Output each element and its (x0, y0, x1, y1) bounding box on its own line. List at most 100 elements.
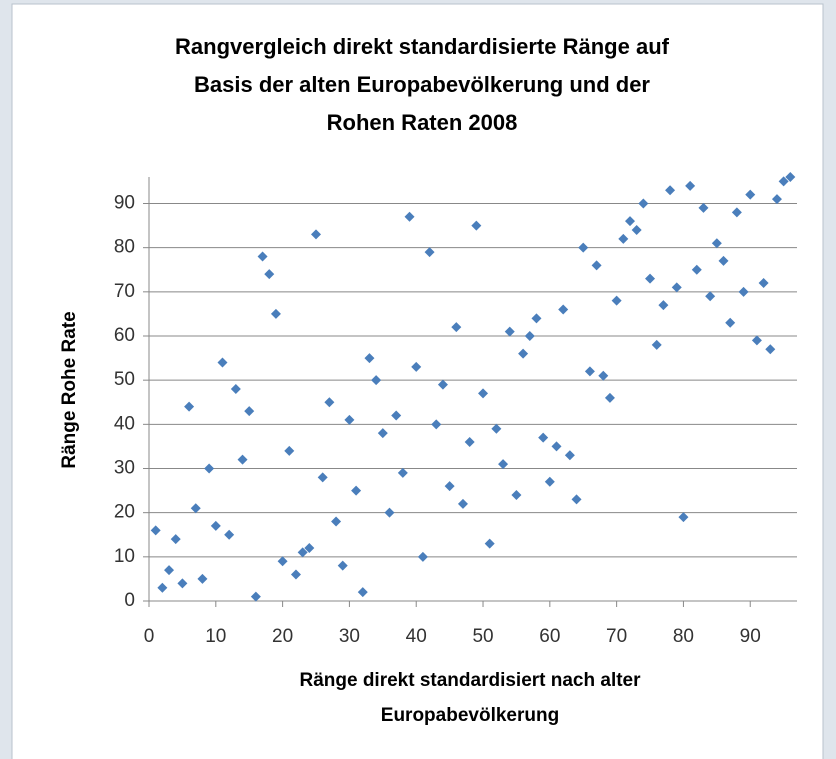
y-tick-label: 70 (114, 281, 135, 302)
x-tick-label: 80 (673, 626, 694, 647)
data-point (745, 189, 756, 200)
y-axis-label: Ränge Rohe Rate (59, 311, 80, 468)
data-point (290, 569, 301, 580)
data-point (344, 414, 355, 425)
data-point (204, 463, 215, 474)
data-point (177, 578, 188, 589)
data-point (638, 198, 649, 209)
chart-title: Rangvergleich direkt standardisierte Rän… (175, 34, 670, 59)
data-point (778, 176, 789, 187)
data-point (297, 547, 308, 558)
data-point (538, 432, 549, 443)
data-point (304, 543, 315, 553)
data-point (571, 494, 582, 505)
chart-title: Rohen Raten 2008 (327, 110, 518, 135)
data-point (738, 286, 749, 297)
y-tick-label: 80 (114, 237, 135, 258)
data-point (531, 313, 542, 324)
x-tick-label: 40 (406, 626, 427, 647)
data-point (337, 560, 348, 571)
data-point (451, 322, 462, 333)
data-point (411, 361, 422, 372)
chart-title: Basis der alten Europabevölkerung und de… (194, 72, 650, 97)
data-point (578, 242, 589, 253)
data-point (678, 512, 689, 523)
data-point (384, 507, 395, 518)
data-point (584, 366, 595, 377)
data-point (417, 551, 428, 562)
x-tick-label: 0 (144, 626, 155, 647)
data-point (551, 441, 562, 452)
data-point (691, 264, 702, 275)
data-point (250, 591, 261, 602)
y-tick-label: 20 (114, 502, 135, 523)
data-point (404, 211, 415, 222)
data-point (491, 423, 502, 434)
data-point (170, 534, 181, 545)
data-point (437, 379, 448, 390)
data-point (164, 565, 175, 576)
y-tick-label: 90 (114, 193, 135, 214)
data-point (711, 238, 722, 249)
data-point (257, 251, 268, 262)
data-point (524, 331, 535, 341)
y-tick-label: 10 (114, 546, 135, 567)
data-point (591, 260, 602, 271)
data-point (751, 335, 762, 346)
data-point (224, 529, 235, 540)
data-point (504, 326, 515, 337)
data-point (725, 317, 736, 328)
x-tick-label: 50 (472, 626, 493, 647)
data-point (564, 450, 575, 461)
x-tick-label: 30 (339, 626, 360, 647)
data-point (705, 291, 716, 302)
data-point (150, 525, 161, 536)
data-point (558, 304, 569, 315)
data-point (237, 454, 248, 465)
data-point (618, 233, 629, 244)
data-point (264, 269, 275, 280)
chart-panel (11, 3, 824, 759)
data-point (598, 370, 609, 381)
data-point (377, 428, 388, 439)
data-point (457, 498, 468, 509)
data-point (765, 344, 776, 355)
x-tick-label: 90 (740, 626, 761, 647)
data-point (371, 375, 382, 386)
data-point (785, 172, 796, 182)
data-point (364, 353, 375, 364)
data-point (184, 401, 195, 412)
data-point (391, 410, 402, 421)
data-point (665, 185, 676, 196)
data-point (331, 516, 342, 527)
x-tick-label: 60 (539, 626, 560, 647)
data-point (230, 384, 241, 394)
data-point (671, 282, 682, 293)
data-point (685, 180, 696, 191)
data-point (424, 247, 435, 258)
y-tick-label: 40 (114, 413, 135, 434)
data-point (611, 295, 622, 306)
data-point (397, 467, 408, 478)
data-point (431, 419, 442, 430)
y-tick-label: 0 (124, 590, 135, 611)
data-point (544, 476, 555, 487)
data-point (624, 216, 635, 227)
data-point (651, 339, 662, 350)
data-point (464, 437, 475, 447)
data-point (277, 556, 288, 567)
data-point (511, 490, 522, 500)
data-point (210, 520, 221, 531)
data-point (758, 278, 769, 288)
data-point (658, 300, 669, 311)
data-point (357, 587, 368, 598)
x-tick-label: 70 (606, 626, 627, 647)
data-point (270, 308, 281, 319)
y-tick-label: 30 (114, 458, 135, 479)
data-point (698, 202, 709, 213)
data-point (731, 207, 742, 218)
x-axis-label: Europabevölkerung (381, 705, 559, 726)
data-point (311, 229, 322, 240)
